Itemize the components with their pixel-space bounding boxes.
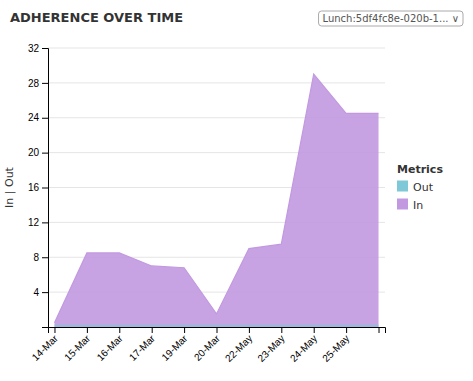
x-tick-label: 23-May — [255, 333, 286, 364]
chart: ADHERENCE OVER TIME Lunch:5df4fc8e-020b-1… — [0, 0, 473, 381]
y-tick-mark — [42, 48, 48, 49]
legend-label: In — [413, 199, 423, 212]
legend-item: In — [397, 199, 423, 212]
x-tick-mark — [249, 327, 250, 333]
y-tick-mark — [42, 188, 48, 189]
x-tick: 19-Mar — [159, 327, 190, 363]
x-tick-label: 16-Mar — [95, 332, 126, 363]
legend-label: Out — [413, 181, 434, 194]
title: ADHERENCE OVER TIME — [10, 10, 183, 25]
annotation: Lunch:5df4fc8e-020b-1... ∨ — [323, 13, 459, 24]
x-tick-mark — [119, 327, 120, 333]
x-tick-mark — [281, 327, 282, 333]
y-axis: 4 8 12 16 20 24 28 32 — [28, 43, 49, 328]
y-tick-mark — [42, 83, 48, 84]
legend-title: Metrics — [397, 163, 443, 176]
x-tick-label: 15-Mar — [62, 332, 93, 363]
y-tick: 12 — [28, 217, 48, 228]
x-tick-label: 24-May — [288, 333, 319, 364]
x-tick-mark — [54, 327, 55, 333]
x-tick: 16-Mar — [95, 327, 126, 363]
x-axis-line — [49, 328, 386, 334]
x-tick: 24-May — [288, 327, 319, 364]
x-tick: 17-Mar — [127, 327, 158, 363]
x-tick — [379, 327, 380, 333]
x-tick-label: 19-Mar — [159, 332, 190, 363]
y-tick-label: 12 — [28, 217, 40, 228]
y-tick-label: 32 — [28, 43, 40, 54]
x-tick: 20-Mar — [192, 327, 223, 363]
y-tick: 32 — [28, 43, 48, 54]
grid-line — [48, 48, 385, 49]
x-tick-mark — [184, 327, 185, 333]
area-line — [54, 74, 378, 322]
y-tick-label: 8 — [33, 252, 39, 263]
y-tick: 16 — [28, 182, 48, 193]
y-tick-label: 20 — [28, 147, 40, 158]
legend-swatch — [397, 199, 408, 210]
x-tick-label: 14-Mar — [30, 332, 61, 363]
x-tick-mark — [87, 327, 88, 333]
y-tick: 28 — [28, 78, 48, 89]
y-axis-line — [42, 49, 49, 328]
x-tick-mark — [217, 327, 218, 333]
y-tick-mark — [42, 153, 48, 154]
x-axis: 14-Mar15-Mar16-Mar17-Mar19-Mar20-Mar22-M… — [30, 327, 386, 364]
y-tick-mark — [42, 118, 48, 119]
x-tick: 22-May — [223, 327, 254, 364]
y-tick: 24 — [28, 112, 48, 123]
x-tick-label: 20-Mar — [192, 332, 223, 363]
plot: 14-Mar15-Mar16-Mar17-Mar19-Mar20-Mar22-M… — [28, 43, 386, 364]
marks — [54, 74, 378, 327]
grid-line — [48, 82, 385, 83]
x-tick-mark — [379, 327, 380, 333]
x-tick-mark — [346, 327, 347, 333]
area — [54, 74, 378, 327]
legend-swatch — [397, 181, 408, 192]
x-tick: 25-May — [320, 327, 351, 364]
x-tick-mark — [152, 327, 153, 333]
y-tick-mark — [42, 222, 48, 223]
y-tick-mark — [42, 292, 48, 293]
y-tick-label: 28 — [28, 78, 40, 89]
legend: Metrics Out In — [397, 163, 443, 212]
x-tick-label: 25-May — [320, 333, 351, 364]
x-tick-label: 17-Mar — [127, 332, 158, 363]
x-tick-mark — [314, 327, 315, 333]
y-tick-label: 24 — [28, 112, 40, 123]
annotation-box — [319, 11, 463, 26]
y-tick-label: 4 — [33, 287, 39, 298]
legend-item: Out — [397, 181, 434, 194]
x-tick: 15-Mar — [62, 327, 93, 363]
x-tick: 14-Mar — [30, 327, 61, 363]
annotation-group: Lunch:5df4fc8e-020b-1... ∨ — [319, 11, 463, 26]
y-tick-label: 16 — [28, 182, 40, 193]
area — [54, 324, 378, 327]
y-tick: 8 — [33, 252, 48, 263]
y-axis-title: In | Out — [3, 166, 16, 208]
x-tick-label: 22-May — [223, 333, 254, 364]
x-tick: 23-May — [255, 327, 286, 364]
y-tick-mark — [42, 257, 48, 258]
y-tick: 4 — [33, 287, 48, 298]
y-tick: 20 — [28, 147, 48, 158]
